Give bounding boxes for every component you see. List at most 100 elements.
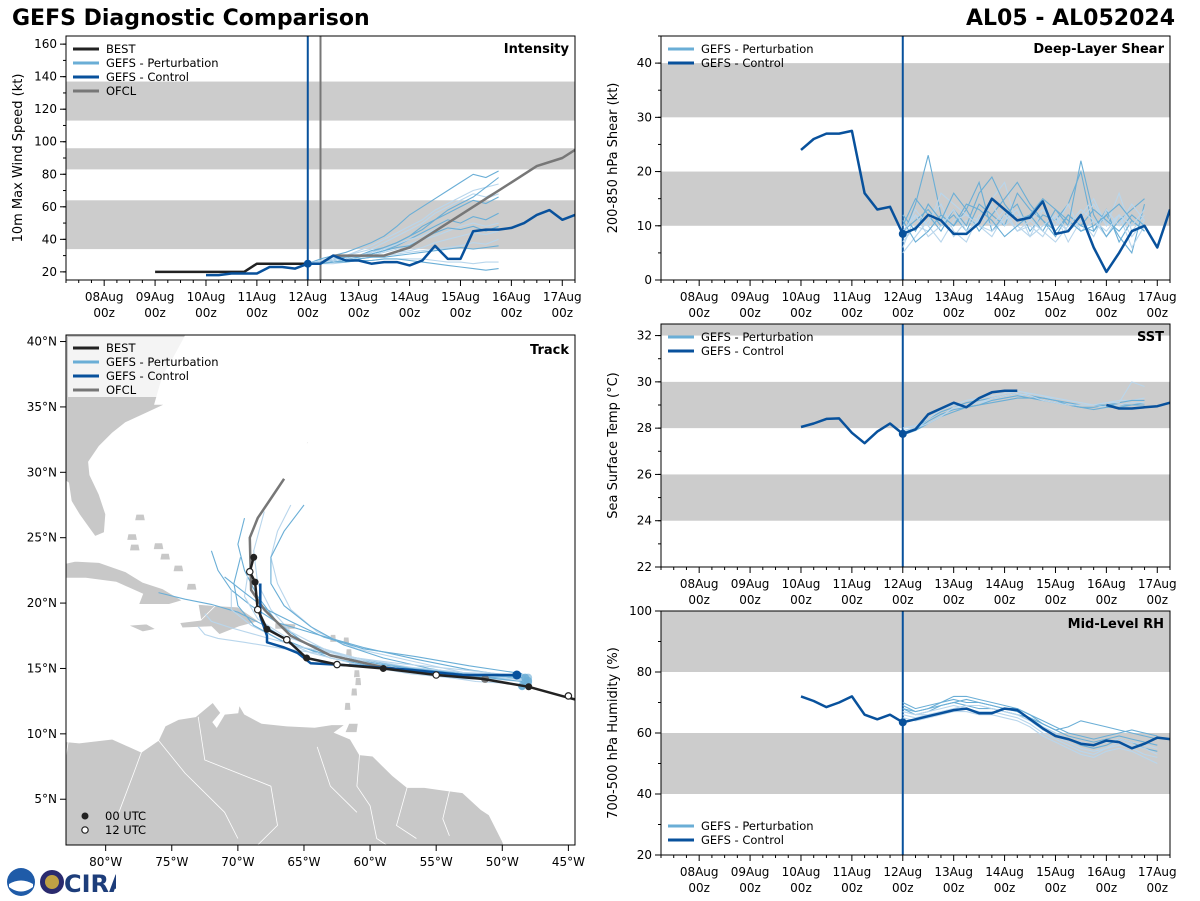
control-line — [800, 129, 1170, 274]
y-tick-label: 40 — [637, 787, 652, 801]
track-frame — [65, 334, 576, 846]
x-tick-label: 17Aug — [1138, 290, 1177, 304]
country-border — [197, 716, 278, 845]
x-tick-label: 00z — [892, 593, 914, 607]
perturbation-member-line — [902, 704, 1158, 755]
sst-frame — [660, 323, 1171, 568]
x-tick-label: 00z — [1045, 881, 1067, 895]
x-tick-label: 00z — [1146, 306, 1168, 320]
y-tick-label: 22 — [637, 560, 652, 574]
x-tick-label: 09Aug — [731, 290, 770, 304]
bahamas-island — [185, 583, 198, 591]
legend-label: GEFS - Control — [701, 56, 784, 70]
best-12utc-point — [253, 605, 262, 614]
perturbation-member-line — [902, 197, 1145, 243]
x-tick-label: 00z — [1096, 593, 1118, 607]
x-tick-label: 10Aug — [782, 577, 821, 591]
panel-rh: 08Aug 00z 09Aug 00z 10Aug 00z 11Aug 00z 12Aug 00z… — [606, 604, 1177, 895]
legend-label: GEFS - Perturbation — [106, 56, 219, 70]
y-tick-label: 60 — [637, 726, 652, 740]
x-tick-label: 17Aug — [1138, 865, 1177, 879]
hispaniola-land — [179, 603, 260, 635]
country-border — [316, 746, 358, 813]
x-tick-label: 00z — [790, 881, 812, 895]
best-00utc-point — [525, 683, 533, 691]
x-tick-label: 00z — [688, 881, 710, 895]
control-line — [1106, 401, 1170, 410]
perturbation-member-line — [307, 258, 499, 271]
y-tick-label: 60 — [42, 200, 57, 214]
x-tick-label: 00z — [892, 306, 914, 320]
x-tick-label: 16Aug — [1087, 865, 1126, 879]
legend-label: GEFS - Perturbation — [701, 819, 814, 833]
x-tick-label: 00z — [450, 306, 472, 320]
perturbation-member-line — [307, 170, 499, 265]
x-tick-label: 12Aug — [883, 865, 922, 879]
y-tick-label: 10 — [637, 219, 652, 233]
legend-label: BEST — [106, 42, 136, 56]
rh-ylabel: 700-500 hPa Humidity (%) — [606, 647, 621, 819]
perturbation-track — [237, 517, 523, 679]
x-tick-label: 10Aug — [782, 865, 821, 879]
y-tick-label: 25°N — [27, 531, 57, 545]
y-tick-label: 20°N — [27, 596, 57, 610]
control-init-point — [898, 718, 907, 727]
bahamas-island — [159, 553, 171, 561]
x-tick-label: 11Aug — [833, 577, 872, 591]
x-tick-label: 11Aug — [833, 290, 872, 304]
x-tick-label: 10Aug — [187, 290, 226, 304]
y-tick-label: 100 — [34, 135, 57, 149]
best-12utc-point — [432, 671, 440, 679]
x-tick-label: 14Aug — [985, 865, 1024, 879]
shaded-band — [661, 63, 1170, 118]
logo-block: CIRA — [6, 867, 128, 898]
x-tick-label: 15Aug — [441, 290, 480, 304]
x-tick-label: 00z — [1045, 593, 1067, 607]
logo-text: CIRA — [64, 870, 116, 897]
control-init-point — [303, 259, 312, 268]
y-tick-label: 40°N — [27, 335, 57, 349]
x-tick-label: 12Aug — [288, 290, 327, 304]
legend-label: GEFS - Control — [106, 369, 189, 383]
x-tick-label: 11Aug — [238, 290, 277, 304]
cuba-land — [66, 560, 184, 605]
x-tick-label: 00z — [144, 306, 166, 320]
panel-intensity: 08Aug 00z 09Aug 00z 10Aug 00z 11Aug 00z 12Aug 00z… — [11, 35, 582, 320]
legend-label: GEFS - Control — [701, 344, 784, 358]
country-border — [118, 752, 142, 813]
antilles-island — [354, 677, 362, 686]
bahamas-island — [134, 513, 146, 522]
y-tick-label: 120 — [34, 102, 57, 116]
x-tick-label: 00z — [1096, 306, 1118, 320]
y-tick-label: 5°N — [34, 792, 57, 806]
x-tick-label: 00z — [841, 881, 863, 895]
x-tick-label: 00z — [195, 306, 217, 320]
legend-label: GEFS - Control — [701, 833, 784, 847]
perturbation-member-line — [902, 711, 1158, 764]
perturbation-member-line — [902, 381, 1145, 432]
x-tick-label: 16Aug — [1087, 577, 1126, 591]
legend-12utc-marker — [81, 826, 89, 834]
control-init-point — [898, 229, 907, 238]
x-tick-label: 10Aug — [782, 290, 821, 304]
control-init-point — [898, 429, 907, 438]
best-12utc-point — [282, 635, 291, 644]
x-tick-label: 13Aug — [934, 577, 973, 591]
x-tick-label: 55°W — [420, 855, 453, 869]
x-tick-label: 17Aug — [543, 290, 582, 304]
best-12utc-point — [245, 567, 254, 576]
x-tick-label: 00z — [1146, 881, 1168, 895]
x-tick-label: 00z — [943, 881, 965, 895]
bermuda-island — [303, 440, 310, 444]
best-00utc-point — [250, 553, 258, 561]
control-line — [206, 208, 575, 277]
x-tick-label: 12Aug — [883, 290, 922, 304]
y-tick-label: 80 — [637, 665, 652, 679]
x-tick-label: 08Aug — [680, 577, 719, 591]
storm-id-title: AL05 - AL052024 — [966, 6, 1175, 31]
x-tick-label: 08Aug — [85, 290, 124, 304]
perturbation-member-line — [902, 397, 1145, 436]
x-tick-label: 60°W — [354, 855, 387, 869]
x-tick-label: 00z — [994, 593, 1016, 607]
